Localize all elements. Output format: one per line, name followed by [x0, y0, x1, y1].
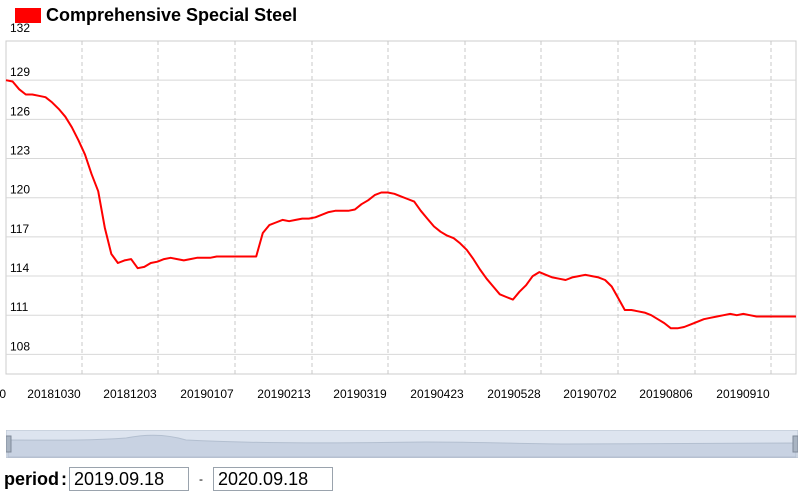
x-tick-label: 20190107: [180, 387, 234, 401]
zoom-handle-right[interactable]: [792, 435, 798, 453]
y-tick-label: 126: [10, 104, 30, 118]
end-date-input[interactable]: 2020.09.18: [213, 467, 334, 491]
y-tick-label: 132: [10, 21, 30, 35]
zoom-preview-area: [7, 434, 797, 458]
start-date-input[interactable]: 2019.09.18: [69, 467, 190, 491]
x-tick-label: 0: [0, 387, 6, 401]
y-tick-label: 111: [10, 300, 29, 314]
x-tick-label: 20190806: [639, 387, 693, 401]
x-tick-label: 20181030: [27, 387, 81, 401]
x-tick-label: 20190423: [410, 387, 464, 401]
x-tick-label: 20181203: [103, 387, 157, 401]
zoom-handle-left[interactable]: [6, 435, 12, 453]
y-tick-label: 129: [10, 65, 30, 79]
x-tick-label: 20190528: [487, 387, 541, 401]
x-tick-label: 20190213: [257, 387, 311, 401]
y-tick-label: 123: [10, 144, 30, 158]
series-line: [5, 79, 796, 330]
plot-frame: [5, 40, 797, 375]
chart-legend[interactable]: Comprehensive Special Steel: [15, 5, 297, 26]
x-tick-label: 20190702: [563, 387, 617, 401]
x-tick-label: 20190910: [716, 387, 770, 401]
period-selector: period : 2019.09.18 - 2020.09.18: [0, 466, 334, 492]
date-separator: -: [199, 472, 204, 486]
line-chart: 132 129 126 123 120 117 114 111 108 0 20181030 2018…: [0, 21, 797, 401]
period-colon: :: [61, 468, 68, 489]
zoom-slider[interactable]: [6, 430, 798, 458]
legend-label: Comprehensive Special Steel: [46, 5, 298, 25]
y-tick-label: 120: [10, 183, 30, 197]
period-label: period: [4, 468, 60, 489]
x-tick-label: 20190319: [333, 387, 387, 401]
y-tick-label: 114: [10, 261, 29, 275]
y-tick-label: 108: [10, 339, 30, 353]
legend-swatch: [15, 8, 41, 23]
y-tick-label: 117: [10, 222, 29, 236]
